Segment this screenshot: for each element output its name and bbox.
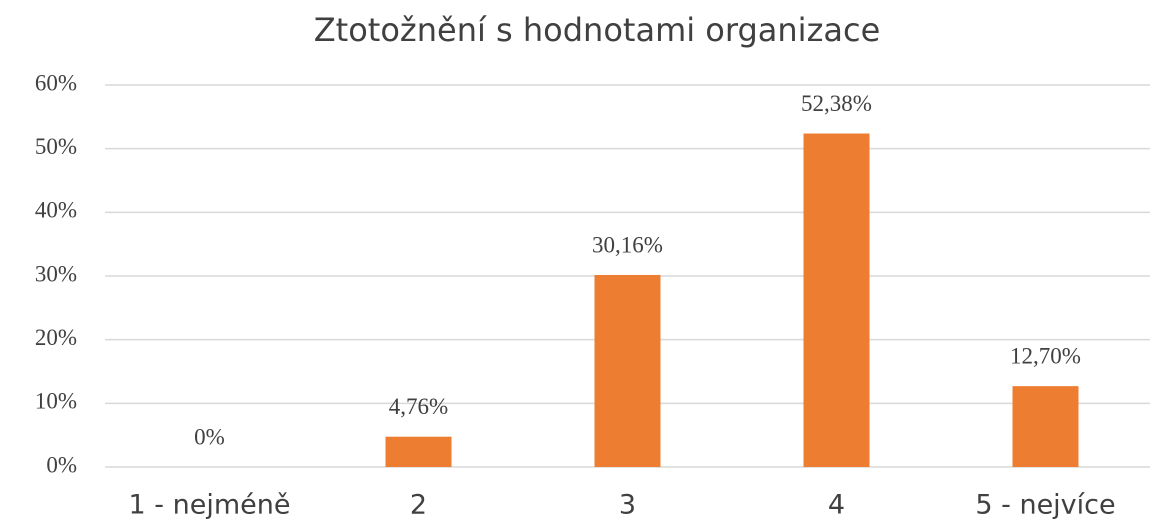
y-tick-label: 60% xyxy=(35,70,77,95)
y-tick-label: 30% xyxy=(35,261,77,286)
x-tick-label: 1 - nejméně xyxy=(129,490,291,521)
x-tick-label: 3 xyxy=(619,490,636,521)
data-label: 52,38% xyxy=(801,91,872,116)
chart-title: Ztotožnění s hodnotami organizace xyxy=(314,11,881,49)
data-label: 12,70% xyxy=(1010,343,1081,368)
x-tick-label: 5 - nejvíce xyxy=(975,490,1115,521)
y-tick-label: 0% xyxy=(46,452,77,477)
y-tick-label: 20% xyxy=(35,325,77,350)
data-label: 30,16% xyxy=(592,232,663,257)
bar xyxy=(803,133,870,467)
y-tick-label: 10% xyxy=(35,389,77,414)
bar xyxy=(385,436,452,467)
x-tick-label: 4 xyxy=(828,490,845,521)
data-label: 0% xyxy=(194,424,225,449)
bar xyxy=(594,274,661,467)
x-tick-label: 2 xyxy=(410,490,427,521)
data-label: 4,76% xyxy=(389,394,448,419)
y-tick-label: 40% xyxy=(35,198,77,223)
y-tick-label: 50% xyxy=(35,134,77,159)
bar xyxy=(1012,386,1079,467)
